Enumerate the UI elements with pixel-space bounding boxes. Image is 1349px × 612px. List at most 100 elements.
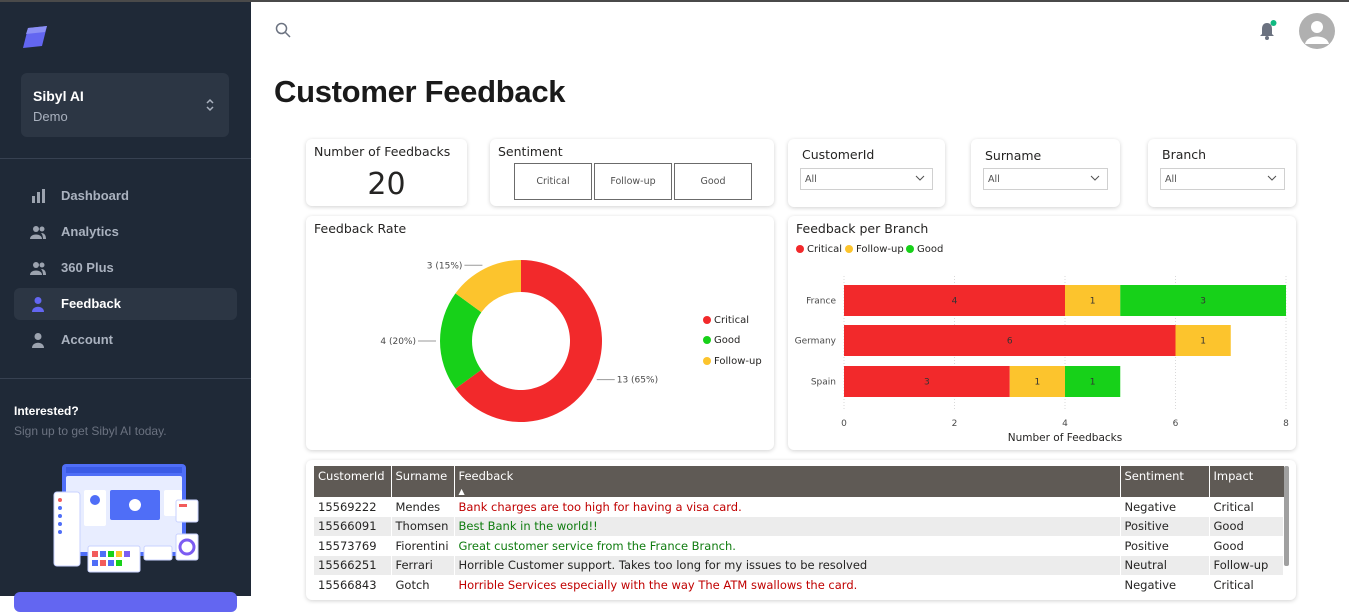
cell-feedback: Horrible Services especially with the wa… <box>454 575 1121 595</box>
nav-label: Account <box>61 332 113 347</box>
bar-spain-critical[interactable] <box>844 366 1010 397</box>
nav-item-360-plus[interactable]: 360 Plus <box>14 252 237 284</box>
cell-surname: Gotch <box>391 575 455 595</box>
user-avatar[interactable] <box>1299 13 1335 49</box>
legend-critical[interactable]: Critical <box>796 244 842 255</box>
nav-item-analytics[interactable]: Analytics <box>14 216 237 248</box>
bar-france-critical[interactable] <box>844 285 1065 316</box>
bar-france-good[interactable] <box>1120 285 1286 316</box>
bar-data-label: 1 <box>1200 337 1206 347</box>
bar-data-label: 1 <box>1090 378 1096 388</box>
kpi-value: 20 <box>367 167 406 202</box>
y-tick-label: France <box>806 297 836 307</box>
feedback-per-branch-card: Feedback per Branch Critical Follow-up G… <box>788 216 1296 450</box>
chevron-down-icon <box>1090 175 1100 181</box>
legend-dot <box>906 245 914 253</box>
sentiment-option-good[interactable]: Good <box>674 163 752 200</box>
y-tick-label: Spain <box>811 378 836 388</box>
user-icon <box>32 333 44 348</box>
sibyl-logo-icon[interactable] <box>22 26 48 48</box>
org-switcher[interactable]: Sibyl AI Demo <box>21 73 229 137</box>
legend-critical[interactable]: Critical <box>703 315 749 326</box>
cell-impact: Critical <box>1209 497 1284 517</box>
signup-button[interactable] <box>14 592 237 612</box>
cell-impact: Good <box>1209 536 1284 556</box>
nav-item-account[interactable]: Account <box>14 324 237 356</box>
chevron-down-icon <box>915 175 925 181</box>
bar-spain-good[interactable] <box>1065 366 1121 397</box>
bar-data-label: 6 <box>1007 337 1013 347</box>
nav-item-dashboard[interactable]: Dashboard <box>14 180 237 212</box>
feedback-rate-card: Feedback Rate 13 (65%) 4 (20%) 3 (15%) Cri… <box>306 216 774 450</box>
table-row[interactable]: 15566251 Ferrari Horrible Customer suppo… <box>314 555 1284 575</box>
donut-slice-follow-up[interactable] <box>455 260 521 313</box>
user-avatar-icon <box>1305 21 1329 44</box>
col-customerid[interactable]: CustomerId <box>314 466 392 497</box>
y-tick-label: Germany <box>795 337 837 347</box>
bar-spain-follow-up[interactable] <box>1009 366 1065 397</box>
cell-feedback: Great customer service from the France B… <box>454 536 1121 556</box>
x-tick-label: 0 <box>841 419 847 429</box>
legend-good[interactable]: Good <box>906 244 943 255</box>
donut-slice-critical[interactable] <box>455 260 602 423</box>
feedback-per-branch-bars: 0 2 4 6 8 France 4 1 3 Germany 6 1 Spain 3 1 1 <box>795 276 1289 429</box>
legend-follow-up[interactable]: Follow-up <box>703 356 762 367</box>
kpi-label: Number of Feedbacks <box>314 144 451 159</box>
sentiment-option-critical[interactable]: Critical <box>514 163 592 200</box>
legend-label: Follow-up <box>856 244 904 255</box>
bar-germany-follow-up[interactable] <box>1175 325 1231 356</box>
nav-label: Feedback <box>61 296 121 311</box>
kpi-card: Number of Feedbacks 20 <box>306 139 467 206</box>
col-feedback-label: Feedback <box>458 469 514 483</box>
cell-customerid: 15566843 <box>314 575 392 595</box>
table-row[interactable]: 15573769 Fiorentini Great customer servi… <box>314 536 1284 556</box>
surname-slicer: Surname All <box>971 139 1120 207</box>
dropdown-value: All <box>805 174 817 185</box>
x-tick-label: 8 <box>1283 419 1289 429</box>
table-row[interactable]: 15566091 Thomsen Best Bank in the world!… <box>314 516 1284 536</box>
bar-data-label: 1 <box>1090 297 1096 307</box>
sentiment-label: Sentiment <box>498 144 563 159</box>
donut-slice-good[interactable] <box>440 293 482 389</box>
user-icon <box>32 297 44 312</box>
table-scrollbar[interactable] <box>1284 466 1289 566</box>
col-sentiment[interactable]: Sentiment <box>1120 466 1210 497</box>
col-surname[interactable]: Surname <box>391 466 455 497</box>
col-impact[interactable]: Impact <box>1209 466 1284 497</box>
legend-dot <box>703 357 711 365</box>
dashboard-illustration <box>53 464 199 573</box>
chart-title: Feedback Rate <box>314 221 407 236</box>
table-header-row: CustomerId Surname Feedback ▲ Sentiment I… <box>314 466 1284 497</box>
sentiment-slicer: Sentiment Critical Follow-up Good <box>490 139 774 206</box>
x-tick-label: 6 <box>1173 419 1179 429</box>
cell-customerid: 15566091 <box>314 516 392 536</box>
bar-france-follow-up[interactable] <box>1065 285 1121 316</box>
bar-chart-icon <box>32 189 45 203</box>
data-label: 13 (65%) <box>617 376 658 386</box>
nav-label: Analytics <box>61 224 119 239</box>
table-row[interactable]: 15566843 Gotch Horrible Services especia… <box>314 575 1284 595</box>
table-row[interactable]: 15569222 Mendes Bank charges are too hig… <box>314 497 1284 517</box>
col-feedback[interactable]: Feedback ▲ <box>454 466 1121 497</box>
nav-item-feedback[interactable]: Feedback <box>14 288 237 320</box>
cell-sentiment: Positive <box>1120 536 1210 556</box>
cell-sentiment: Positive <box>1120 516 1210 536</box>
sentiment-option-follow-up[interactable]: Follow-up <box>594 163 672 200</box>
cell-surname: Thomsen <box>391 516 455 536</box>
legend-good[interactable]: Good <box>703 335 740 346</box>
legend-follow-up[interactable]: Follow-up <box>845 244 904 255</box>
cell-surname: Mendes <box>391 497 455 517</box>
promo-subtitle: Sign up to get Sibyl AI today. <box>14 424 167 438</box>
legend-dot <box>796 245 804 253</box>
notification-bell-icon[interactable] <box>1259 20 1277 40</box>
customerid-label: CustomerId <box>802 147 875 162</box>
search-icon[interactable] <box>275 22 291 38</box>
org-env: Demo <box>33 109 68 124</box>
customerid-dropdown[interactable]: All <box>800 168 933 190</box>
page-title: Customer Feedback <box>274 74 566 109</box>
branch-dropdown[interactable]: All <box>1160 168 1285 190</box>
cell-sentiment: Negative <box>1120 497 1210 517</box>
surname-dropdown[interactable]: All <box>983 168 1108 190</box>
bar-germany-critical[interactable] <box>844 325 1176 356</box>
feedback-table-card: CustomerId Surname Feedback ▲ Sentiment I… <box>306 460 1296 600</box>
